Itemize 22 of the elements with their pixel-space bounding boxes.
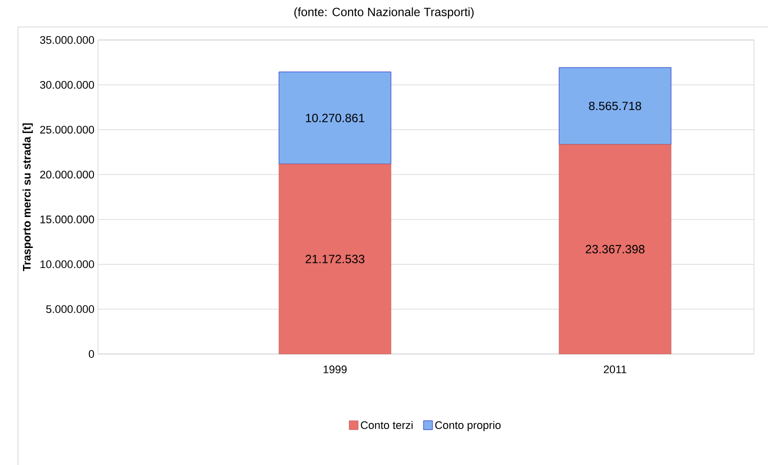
legend-label: Conto terzi — [360, 420, 413, 430]
data-label: 8.565.718 — [589, 102, 642, 110]
x-tick-label: 2011 — [604, 366, 626, 374]
y-tick-label: 0 — [88, 350, 94, 358]
bar — [558, 144, 672, 354]
y-tick-label: 20.000.000 — [40, 170, 94, 178]
y-tick-label: 5.000.000 — [46, 305, 94, 314]
x-tick-label: 1999 — [324, 366, 347, 374]
bar — [278, 72, 392, 164]
data-label: 10.270.861 — [306, 114, 364, 122]
y-tick-label: 30.000.000 — [40, 80, 94, 89]
y-tick-label: 15.000.000 — [40, 216, 94, 224]
bar — [558, 67, 672, 145]
y-axis-title: Trasporto merci su strada [t] — [22, 123, 33, 272]
bar — [278, 164, 392, 354]
y-tick-label: 35.000.000 — [40, 36, 94, 44]
data-label: 21.172.533 — [306, 254, 364, 264]
legend-label: Conto proprio — [435, 420, 501, 432]
y-tick-label: 10.000.000 — [40, 260, 94, 268]
y-tick-label: 25.000.000 — [40, 126, 94, 134]
data-label: 23.367.398 — [586, 244, 644, 254]
chart-subtitle: (fonte: Conto Nazionale Trasporti) — [294, 7, 474, 19]
